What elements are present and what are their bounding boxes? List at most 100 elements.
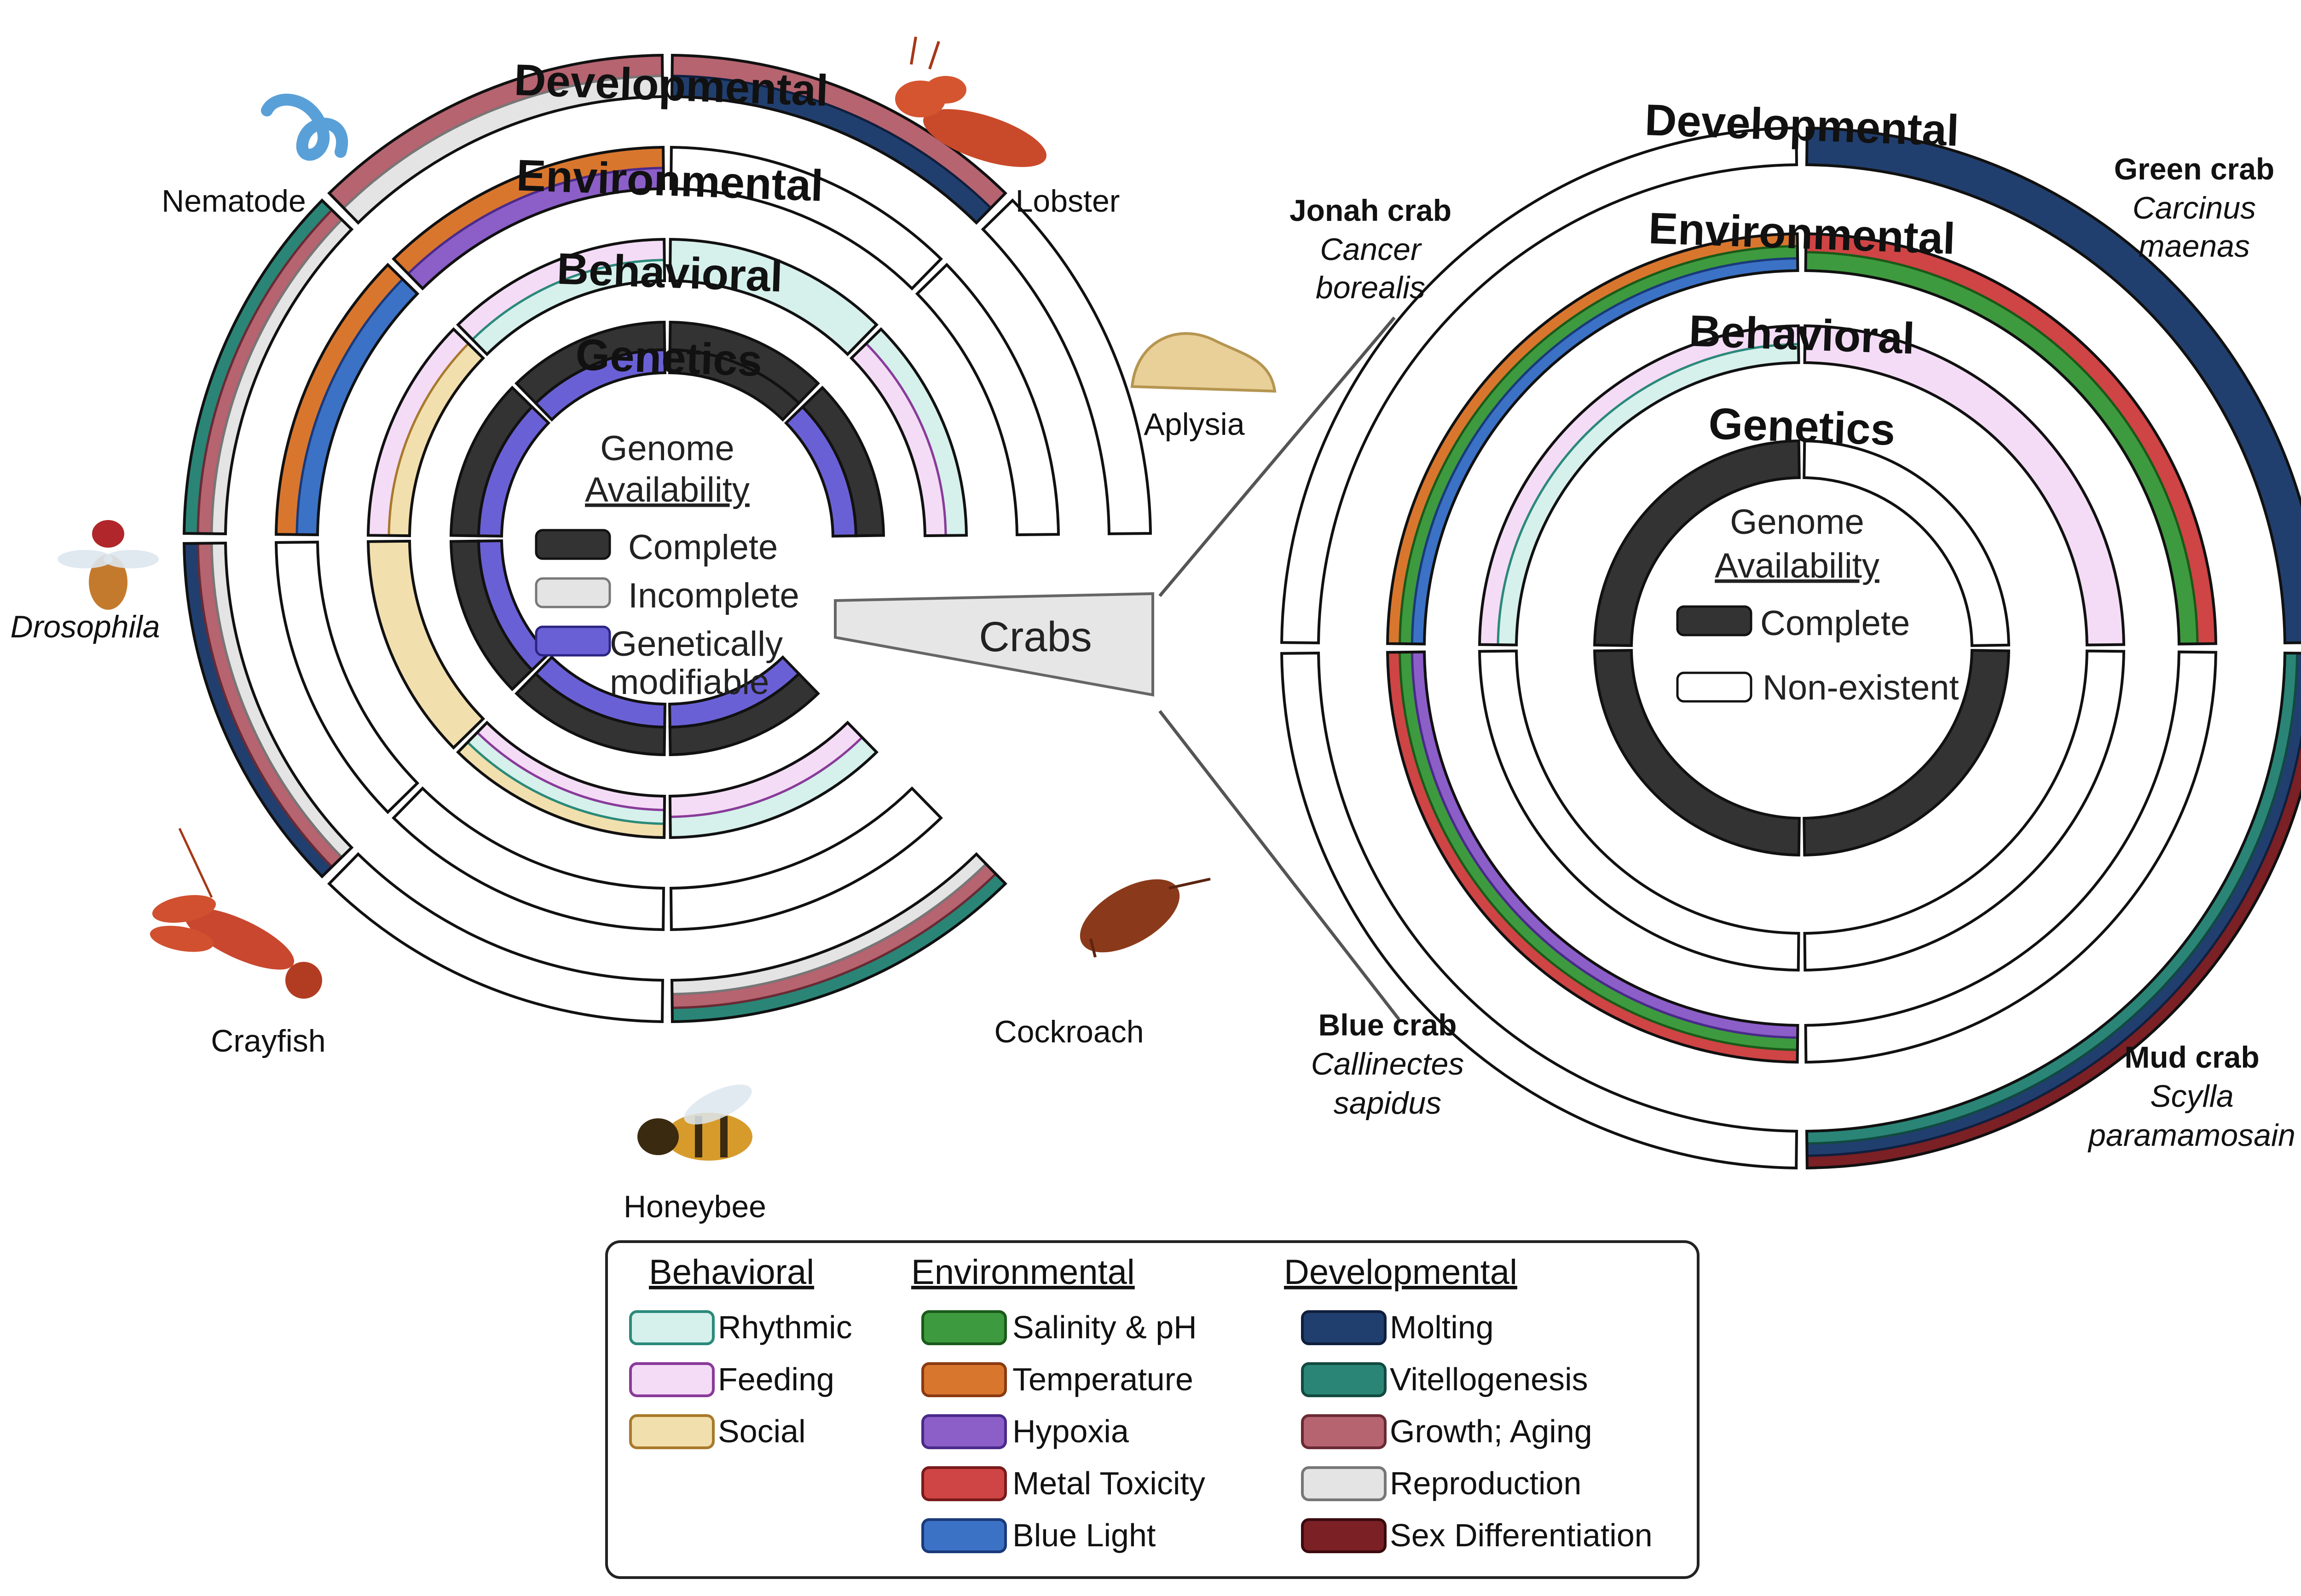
left-environmental-segment bbox=[392, 146, 665, 291]
left-legend-genetically: Genetically bbox=[610, 625, 783, 664]
left-ring-diagram bbox=[183, 54, 1152, 1023]
right-developmental-segment bbox=[1805, 651, 2301, 1169]
left-ring-title-behavioral: Behavioral bbox=[556, 244, 783, 301]
left-legend-incomplete: Incomplete bbox=[628, 576, 799, 615]
right-ring-title-genetics: Genetics bbox=[1708, 399, 1896, 455]
green-crab-latin-2: maenas bbox=[2139, 229, 2250, 264]
legend-heading-environmental: Environmental bbox=[911, 1253, 1135, 1292]
right-behavioral-segment bbox=[1803, 649, 2125, 971]
crabs-zoom-connector: Crabs bbox=[834, 316, 1400, 1021]
left-behavioral-segment bbox=[668, 238, 879, 357]
left-developmental-segment bbox=[671, 54, 1007, 225]
left-genome-modifiable-band bbox=[533, 348, 667, 422]
legend-item-label: Sex Differentiation bbox=[1390, 1517, 1653, 1553]
right-genome-segment bbox=[1593, 649, 1801, 857]
left-swatch-complete bbox=[535, 529, 611, 560]
left-genome-modifiable-band bbox=[477, 405, 551, 538]
left-legend-modifiable: modifiable bbox=[610, 663, 769, 702]
left-environmental-segment bbox=[275, 263, 420, 537]
left-behavioral-segment bbox=[456, 238, 666, 357]
left-genome-modifiable-band bbox=[477, 539, 551, 672]
legend-item-label: Blue Light bbox=[1012, 1517, 1156, 1553]
right-swatch-complete bbox=[1676, 605, 1752, 636]
right-legend-complete: Complete bbox=[1760, 604, 1910, 643]
left-genome-modifiable-band bbox=[668, 655, 801, 729]
right-environmental-segment bbox=[1386, 232, 1799, 646]
right-genome-segment bbox=[1803, 439, 2011, 647]
left-legend-complete: Complete bbox=[628, 528, 778, 567]
left-developmental-segment bbox=[327, 54, 664, 225]
crabs-label: Crabs bbox=[979, 613, 1092, 660]
left-genome-modifiable-band bbox=[533, 655, 667, 729]
legend-frame bbox=[605, 1240, 1700, 1579]
right-developmental-segment bbox=[1280, 127, 1798, 645]
left-ring-title-developmental: Developmental bbox=[513, 55, 829, 116]
legend-item-label: Rhythmic bbox=[718, 1309, 852, 1345]
lobster-icon bbox=[895, 36, 1046, 167]
left-behavioral-segment bbox=[367, 327, 486, 538]
label-honeybee: Honeybee bbox=[624, 1189, 766, 1224]
mud-crab-common: Mud crab bbox=[2124, 1040, 2259, 1074]
left-availability-title: Availability bbox=[585, 470, 750, 509]
left-behavioral-segment bbox=[367, 539, 486, 750]
nematode-icon bbox=[261, 93, 348, 161]
label-cockroach: Cockroach bbox=[994, 1014, 1144, 1049]
label-lobster: Lobster bbox=[1016, 184, 1120, 219]
left-developmental-segment bbox=[671, 852, 1007, 1023]
left-genome-title: Genome bbox=[600, 429, 734, 468]
left-environmental-segment bbox=[275, 540, 420, 814]
green-crab-common: Green crab bbox=[2114, 152, 2275, 186]
left-behavioral-segment bbox=[456, 720, 666, 839]
legend-swatch bbox=[921, 1466, 1007, 1501]
legend-swatch bbox=[921, 1362, 1007, 1397]
legend-heading-developmental: Developmental bbox=[1284, 1253, 1517, 1292]
legend-swatch bbox=[1301, 1466, 1387, 1501]
label-aplysia: Aplysia bbox=[1144, 407, 1244, 442]
legend-swatch bbox=[629, 1362, 715, 1397]
legend-item-label: Feeding bbox=[718, 1361, 834, 1397]
left-swatch-modifiable bbox=[535, 625, 611, 657]
right-genome-title: Genome bbox=[1730, 503, 1864, 542]
right-genome-segment bbox=[1803, 649, 2011, 857]
label-crayfish: Crayfish bbox=[211, 1024, 325, 1058]
honeybee-icon bbox=[637, 1084, 752, 1161]
right-behavioral-segment-band bbox=[1497, 343, 1800, 647]
left-developmental-segment bbox=[981, 198, 1152, 535]
jonah-crab-latin-1: Cancer bbox=[1320, 232, 1422, 267]
left-developmental-segment bbox=[183, 542, 354, 879]
legend-swatch bbox=[629, 1310, 715, 1345]
blue-crab-latin-2: sapidus bbox=[1334, 1086, 1441, 1121]
right-genome-segment bbox=[1593, 439, 1801, 647]
right-swatch-nonexistent bbox=[1676, 671, 1752, 703]
right-legend-nonexistent: Non-existent bbox=[1763, 668, 1959, 707]
legend-item-label: Social bbox=[718, 1413, 806, 1449]
blue-crab-latin-1: Callinectes bbox=[1311, 1047, 1464, 1081]
left-ring-title-environmental: Environmental bbox=[515, 150, 824, 210]
mud-crab-latin-1: Scylla bbox=[2150, 1079, 2233, 1114]
left-environmental-segment bbox=[915, 263, 1060, 537]
right-availability-title: Availability bbox=[1715, 546, 1879, 585]
legend-item-label: Hypoxia bbox=[1012, 1413, 1129, 1449]
legend-item-label: Growth; Aging bbox=[1390, 1413, 1592, 1449]
left-developmental-segment bbox=[327, 852, 664, 1023]
right-environmental-segment bbox=[1386, 650, 1799, 1064]
right-environmental-segment bbox=[1804, 650, 2217, 1064]
left-swatch-incomplete bbox=[535, 577, 611, 608]
jonah-crab-latin-2: borealis bbox=[1316, 270, 1425, 305]
jonah-crab-common: Jonah crab bbox=[1289, 193, 1451, 227]
left-developmental-segment bbox=[183, 198, 354, 535]
legend-item-label: Metal Toxicity bbox=[1012, 1465, 1205, 1501]
drosophila-icon bbox=[58, 520, 159, 610]
left-genome-modifiable-band bbox=[668, 348, 801, 422]
left-environmental-segment bbox=[669, 786, 943, 931]
right-developmental-segment bbox=[1805, 127, 2301, 645]
right-ring-diagram bbox=[1280, 127, 2301, 1169]
left-environmental-segment bbox=[669, 146, 943, 291]
aplysia-icon bbox=[1130, 332, 1277, 393]
legend-item-label: Vitellogenesis bbox=[1390, 1361, 1588, 1397]
legend-item-label: Molting bbox=[1390, 1309, 1494, 1345]
legend-swatch bbox=[1301, 1518, 1387, 1553]
right-environmental-segment bbox=[1804, 232, 2217, 646]
legend-swatch bbox=[921, 1518, 1007, 1553]
right-behavioral-segment bbox=[1478, 324, 1800, 647]
